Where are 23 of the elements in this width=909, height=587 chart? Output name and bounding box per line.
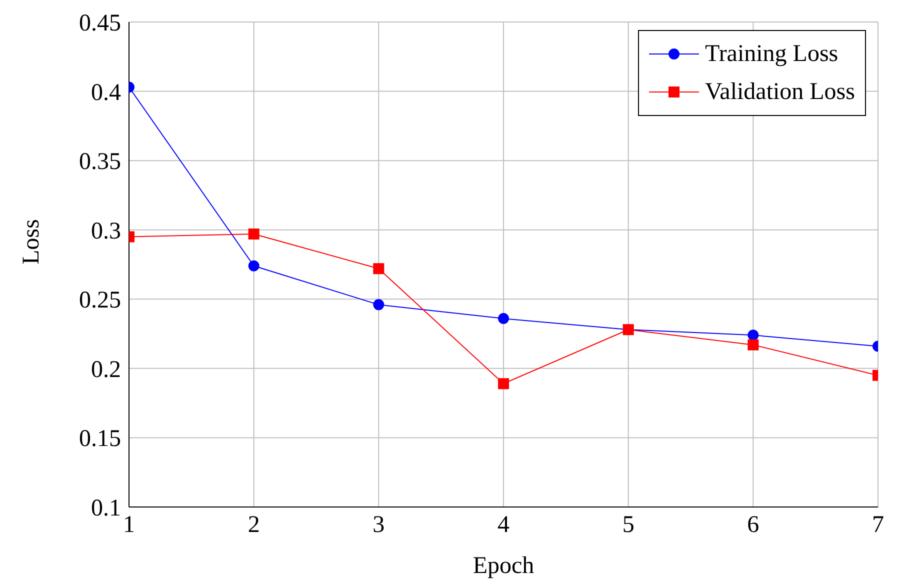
legend-label: Validation Loss	[705, 78, 855, 107]
x-tick-label: 7	[872, 512, 884, 538]
x-tick-label: 5	[622, 512, 634, 538]
y-tick-label: 0.45	[79, 10, 121, 37]
y-tick-label: 0.25	[79, 288, 121, 314]
point	[373, 299, 384, 310]
y-tick-label: 0.15	[79, 426, 121, 452]
point	[373, 263, 384, 274]
y-tick-label: 0.1	[91, 496, 121, 522]
y-tick-label: 0.35	[79, 149, 121, 176]
legend-label: Training Loss	[705, 40, 838, 69]
y-axis-title: Loss	[18, 219, 45, 264]
point	[498, 313, 509, 324]
x-tick-label: 4	[498, 512, 510, 538]
y-tick-label: 0.4	[91, 80, 121, 106]
x-tick-label: 2	[248, 512, 260, 538]
x-tick-label: 3	[372, 512, 385, 538]
x-tick-label: 1	[123, 512, 135, 538]
x-tick-label: 6	[747, 512, 760, 538]
x-axis-title: Epoch	[472, 553, 534, 579]
y-tick-label: 0.3	[91, 218, 121, 244]
point	[498, 378, 509, 390]
y-tick-label: 0.2	[91, 356, 121, 383]
